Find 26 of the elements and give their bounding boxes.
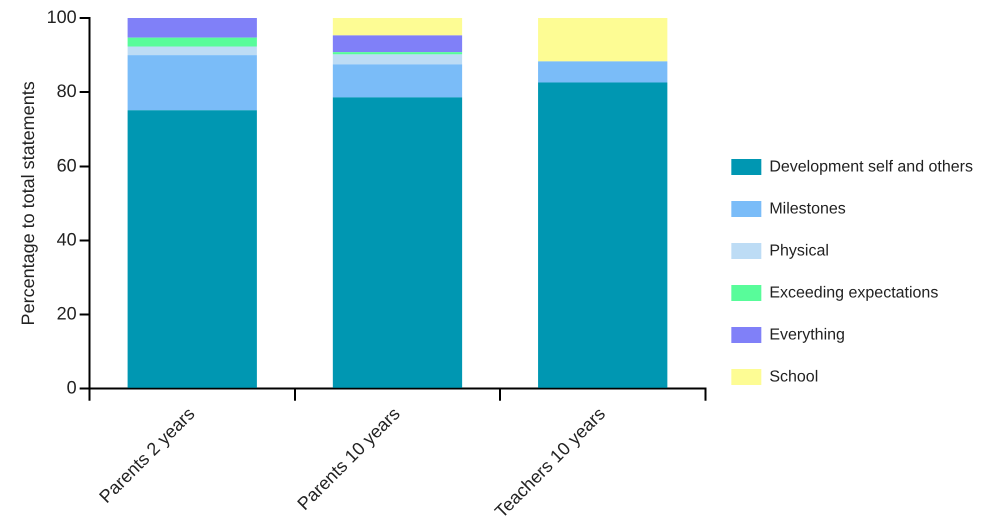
y-tick-label: 60 — [56, 155, 77, 176]
bar — [332, 35, 462, 52]
legend-label: Physical — [769, 242, 829, 260]
bar — [332, 97, 462, 388]
bar — [128, 46, 257, 56]
bar — [538, 82, 668, 388]
legend-label: Milestones — [769, 200, 846, 218]
bar — [128, 38, 257, 47]
bar — [332, 18, 462, 36]
legend-label: Development self and others — [769, 158, 973, 176]
legend-label: Exceeding expectations — [769, 284, 938, 302]
y-tick-label: 40 — [56, 229, 77, 250]
bar — [128, 110, 257, 388]
bar — [538, 61, 668, 83]
bar — [538, 18, 668, 62]
bar — [332, 54, 462, 64]
legend-label: Everything — [769, 326, 845, 344]
bar — [332, 64, 462, 98]
y-tick-label: 100 — [46, 6, 77, 27]
bar — [128, 55, 257, 110]
y-axis-title: Percentage to total statements — [18, 81, 38, 326]
bar — [128, 18, 257, 38]
y-tick-label: 0 — [66, 378, 77, 398]
y-tick-label: 80 — [56, 81, 77, 102]
y-tick-label: 20 — [56, 304, 77, 324]
legend-label: School — [769, 368, 818, 386]
